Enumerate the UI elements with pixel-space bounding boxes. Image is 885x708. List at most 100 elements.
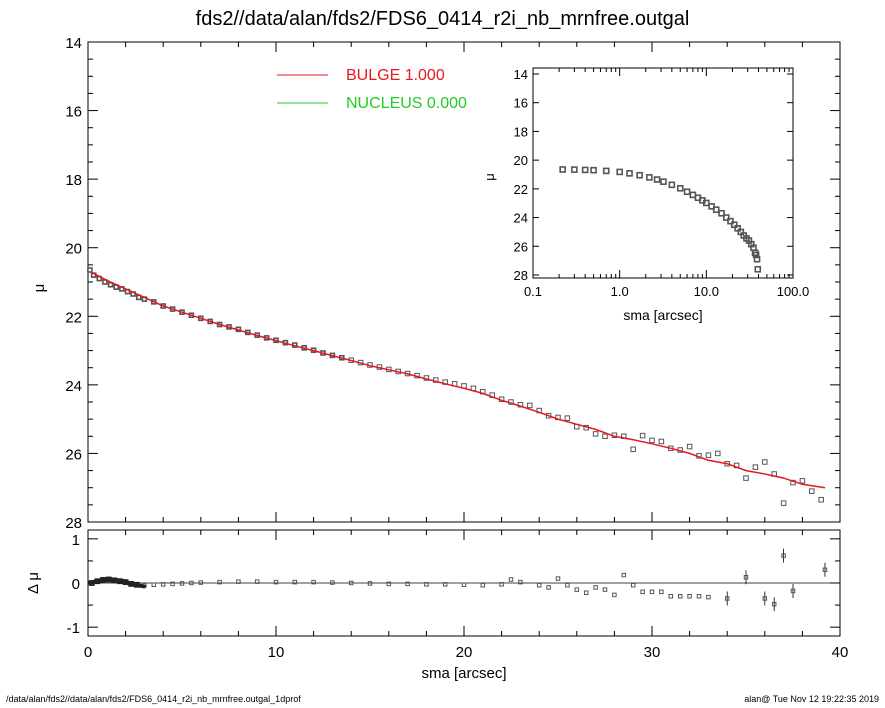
- residual-series: [87, 548, 828, 612]
- residual-marker: [781, 553, 786, 558]
- inset-data-marker: [653, 176, 661, 183]
- residual-marker: [659, 589, 664, 595]
- inset-data-marker: [676, 184, 684, 192]
- inset-data-marker: [626, 170, 633, 177]
- residual-marker: [583, 590, 589, 595]
- inset-data-marker: [616, 168, 623, 176]
- residual-marker: [508, 577, 514, 582]
- residual-marker: [574, 587, 580, 592]
- data-point-marker: [630, 446, 636, 453]
- residual-marker: [311, 579, 316, 585]
- data-point-marker: [799, 478, 806, 484]
- residual-marker: [822, 567, 828, 572]
- main-ytick-label: 28: [65, 515, 82, 532]
- residual-marker: [536, 582, 542, 588]
- residual-marker: [593, 585, 598, 590]
- residual-ytick-label: 0: [72, 576, 80, 593]
- main-ylabel: μ: [31, 284, 48, 293]
- residual-xlabel: sma [arcsec]: [421, 665, 506, 682]
- residual-inner-dot: [142, 584, 147, 589]
- inset-data-marker: [660, 178, 667, 185]
- data-point-marker: [545, 412, 552, 419]
- data-point-marker: [715, 450, 721, 457]
- inset-data-marker: [753, 255, 761, 263]
- residual-marker: [236, 579, 241, 584]
- residual-marker: [189, 580, 194, 586]
- main-ytick-label: 22: [65, 309, 82, 326]
- residual-marker: [179, 581, 185, 586]
- residual-marker: [442, 582, 448, 587]
- residual-marker: [621, 572, 627, 578]
- main-ytick-label: 18: [65, 172, 82, 189]
- inset-data-marker: [730, 221, 738, 229]
- legend: BULGE 1.000 NUCLEUS 0.000: [277, 67, 467, 112]
- residual-xtick-label: 40: [832, 644, 849, 661]
- legend-nucleus-label: NUCLEUS 0.000: [346, 95, 467, 112]
- residual-marker: [565, 582, 570, 588]
- data-point-marker: [780, 500, 787, 506]
- inset-data-marker: [727, 217, 734, 225]
- inset-ytick-label: 20: [514, 153, 528, 168]
- chart-title: fds2//data/alan/fds2/FDS6_0414_r2i_nb_mr…: [195, 8, 690, 30]
- data-point-marker: [705, 452, 712, 458]
- residual-axes: 10-10 10 20 30 40: [67, 530, 849, 661]
- residual-marker: [612, 592, 617, 598]
- data-point-marker: [818, 496, 824, 503]
- inset-data-marker: [571, 166, 578, 173]
- residual-marker: [771, 601, 777, 607]
- residual-marker: [386, 581, 392, 587]
- residual-xtick-label: 0: [84, 644, 92, 661]
- bulge-model-line: [91, 271, 826, 489]
- residual-marker: [649, 589, 655, 595]
- residual-marker: [602, 587, 608, 592]
- residual-marker: [292, 579, 298, 585]
- residual-marker: [330, 580, 335, 585]
- main-ytick-label: 14: [65, 35, 82, 52]
- inset-xtick-label: 1.0: [611, 284, 629, 299]
- residual-marker: [461, 582, 467, 588]
- main-axes: 14 16 18 20 22 24 26 28: [65, 35, 841, 532]
- inset-ytick-label: 16: [514, 96, 528, 111]
- inset-xtick-label: 0.1: [524, 284, 542, 299]
- inset-xtick-label: 10.0: [694, 284, 719, 299]
- inset-ytick-label: 28: [514, 268, 528, 283]
- inset-xlabel: sma [arcsec]: [623, 307, 702, 323]
- residual-marker: [217, 579, 222, 585]
- inset-data-marker: [723, 214, 730, 221]
- inset-ytick-label: 26: [514, 239, 528, 254]
- inset-ytick-label: 22: [514, 182, 528, 197]
- inset-data-marker: [590, 166, 597, 174]
- residual-marker: [724, 596, 730, 601]
- main-series: [87, 267, 826, 506]
- residual-marker: [170, 581, 175, 587]
- residual-marker: [480, 582, 486, 588]
- legend-bulge-label: BULGE 1.000: [346, 67, 445, 84]
- residual-marker: [405, 581, 410, 587]
- inset-data-marker: [559, 166, 566, 173]
- inset-ytick-label: 14: [514, 67, 528, 82]
- inset-data-marker: [754, 265, 762, 273]
- data-point-marker: [809, 488, 815, 494]
- data-point-marker: [649, 437, 655, 444]
- main-ytick-label: 24: [65, 378, 82, 395]
- residual-marker: [151, 582, 157, 588]
- data-point-marker: [602, 433, 608, 440]
- residual-xtick-label: 10: [268, 644, 285, 661]
- inset-data-marker: [703, 199, 710, 207]
- data-point-marker: [87, 267, 93, 273]
- main-ytick-label: 26: [65, 446, 82, 463]
- residual-marker: [668, 594, 674, 599]
- residual-marker: [367, 581, 373, 586]
- inset-data-marker: [712, 206, 720, 213]
- residual-marker: [790, 588, 796, 594]
- residual-marker: [630, 582, 636, 588]
- inset-axes: 14 16 18 20 22 24 26 280.1 1.0 10.0 100.0: [514, 67, 810, 299]
- main-ytick-label: 20: [65, 241, 82, 258]
- residual-xtick-label: 20: [456, 644, 473, 661]
- inset-data-marker: [718, 209, 725, 217]
- inset-ytick-label: 18: [514, 124, 528, 139]
- data-point-marker: [658, 438, 665, 445]
- inset-data-marker: [602, 167, 610, 175]
- data-point-marker: [564, 415, 571, 421]
